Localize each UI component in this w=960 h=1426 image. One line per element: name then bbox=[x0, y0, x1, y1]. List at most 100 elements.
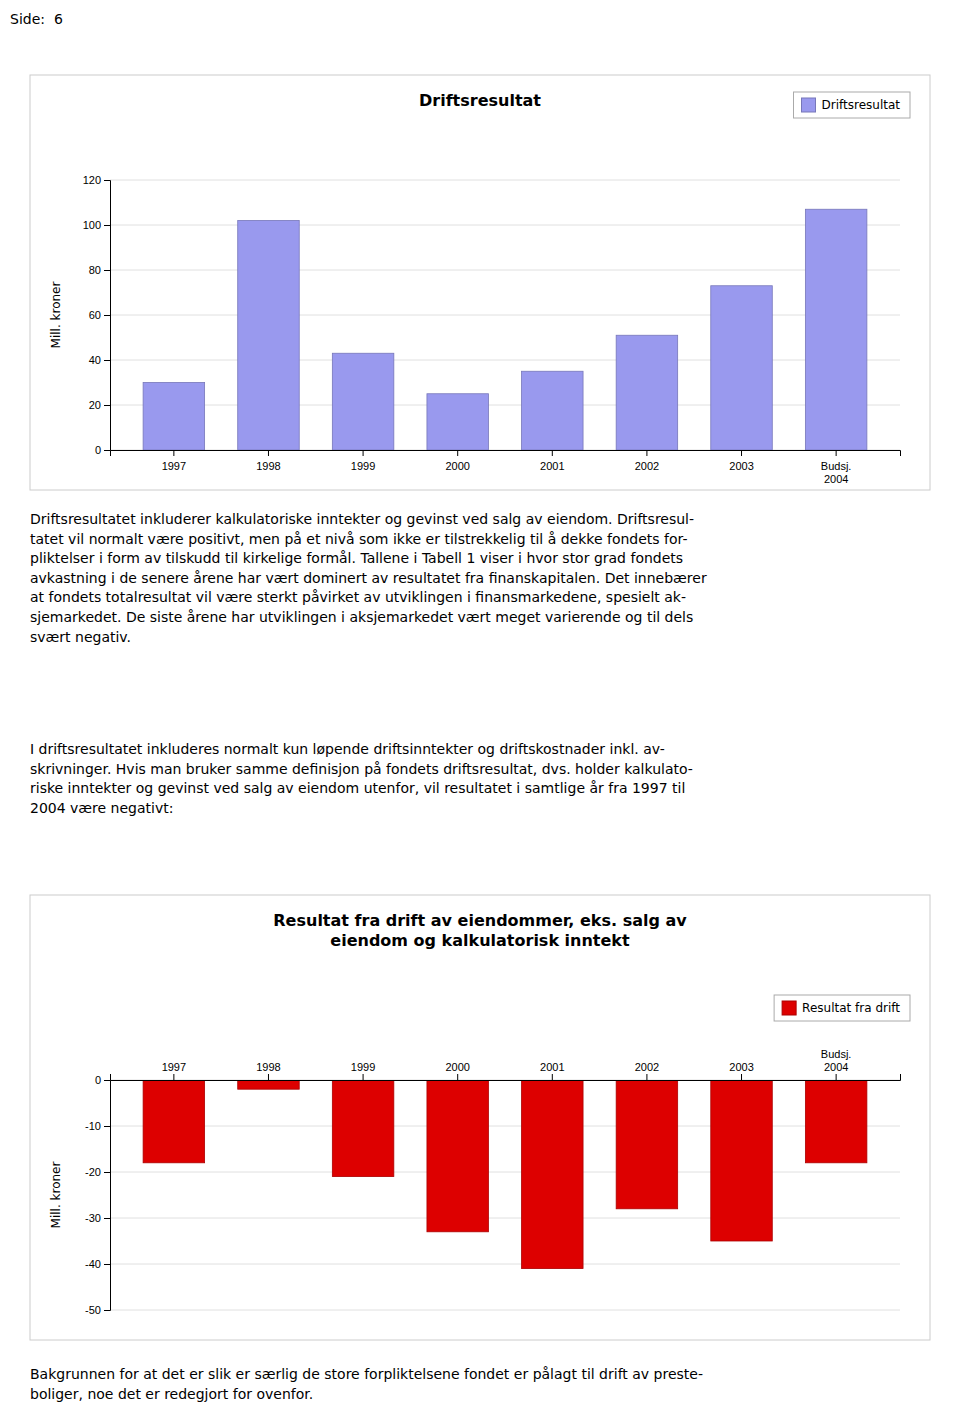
x-tick-line: 1997 bbox=[162, 460, 186, 472]
x-tick: Budsj.2004 bbox=[821, 1048, 852, 1080]
x-tick-label: 1997 bbox=[162, 460, 186, 472]
y-tick: -40 bbox=[85, 1258, 110, 1270]
y-tick: -10 bbox=[85, 1120, 110, 1132]
x-tick-line: 1998 bbox=[256, 1061, 280, 1073]
y-tick: 0 bbox=[95, 1074, 110, 1086]
bar bbox=[616, 335, 677, 450]
y-tick-mark bbox=[104, 1218, 110, 1219]
x-tick-label: 2001 bbox=[540, 1061, 564, 1073]
x-tick-line: Budsj. bbox=[821, 1048, 852, 1060]
grid-line bbox=[110, 315, 900, 316]
y-tick: 60 bbox=[89, 309, 110, 321]
x-tick-mark bbox=[646, 1074, 647, 1080]
text-line: svært negativ. bbox=[30, 629, 131, 645]
x-tick-mark bbox=[457, 1074, 458, 1080]
x-tick: 1998 bbox=[256, 1061, 280, 1080]
text-line: sjemarkedet. De siste årene har utviklin… bbox=[30, 609, 693, 625]
y-tick-label: 80 bbox=[89, 264, 101, 276]
x-tick-line: 2003 bbox=[729, 1061, 753, 1073]
y-tick-label: 40 bbox=[89, 354, 101, 366]
x-tick-mark bbox=[836, 450, 837, 456]
bar bbox=[616, 1080, 677, 1209]
x-tick-line: 1997 bbox=[162, 1061, 186, 1073]
grid bbox=[110, 180, 900, 450]
bar bbox=[427, 394, 488, 450]
x-tick-line: Budsj. bbox=[821, 460, 852, 472]
text-block: Bakgrunnen for at det er slik er særlig … bbox=[30, 1366, 703, 1402]
bar bbox=[143, 383, 204, 451]
chart: Resultat fra drift av eiendommer, eks. s… bbox=[30, 895, 930, 1340]
text-block: I driftsresultatet inkluderes normalt ku… bbox=[30, 741, 693, 816]
x-tick-line: 2001 bbox=[540, 1061, 564, 1073]
x-tick-label: 2002 bbox=[635, 460, 659, 472]
text-line: skrivninger. Hvis man bruker samme defin… bbox=[30, 761, 693, 777]
grid-line bbox=[110, 405, 900, 406]
page: Side: 6 Driftsresultatet inkluderer kalku… bbox=[0, 0, 960, 1426]
y-tick-label: 20 bbox=[89, 399, 101, 411]
y-tick: 100 bbox=[83, 219, 110, 231]
y-tick: -30 bbox=[85, 1212, 110, 1224]
x-tick: 2000 bbox=[445, 1061, 469, 1080]
y-tick: 80 bbox=[89, 264, 110, 276]
legend: Resultat fra drift bbox=[774, 995, 910, 1021]
text-block: Driftsresultatet inkluderer kalkulatoris… bbox=[30, 511, 707, 645]
bar bbox=[143, 1080, 204, 1163]
x-tick-label: 2003 bbox=[729, 1061, 753, 1073]
grid-line bbox=[110, 270, 900, 271]
bar bbox=[332, 1080, 393, 1177]
bars bbox=[143, 209, 867, 450]
text-line: Driftsresultatet inkluderer kalkulatoris… bbox=[30, 511, 694, 527]
x-tick-mark bbox=[552, 450, 553, 456]
x-tick-mark bbox=[268, 1074, 269, 1080]
title-line: eiendom og kalkulatorisk inntekt bbox=[330, 931, 630, 950]
y-tick-label: 60 bbox=[89, 309, 101, 321]
y-tick-mark bbox=[104, 450, 110, 451]
y-axis-title: Mill. kroner bbox=[49, 282, 63, 349]
x-tick-line: 1998 bbox=[256, 460, 280, 472]
y-tick-mark bbox=[104, 180, 110, 181]
y-tick-label: -50 bbox=[85, 1304, 101, 1316]
bar bbox=[238, 1080, 299, 1089]
x-tick-line: 2002 bbox=[635, 1061, 659, 1073]
bar bbox=[522, 1080, 583, 1269]
x-axis-line bbox=[111, 451, 901, 457]
x-tick-mark bbox=[268, 450, 269, 456]
bar bbox=[332, 353, 393, 450]
x-tick-label: 2002 bbox=[635, 1061, 659, 1073]
x-tick-mark bbox=[836, 1074, 837, 1080]
page-header: Side: 6 bbox=[10, 11, 63, 27]
y-tick-label: 0 bbox=[95, 444, 101, 456]
y-tick: 0 bbox=[95, 444, 110, 456]
bar bbox=[711, 286, 772, 450]
text-line: riske inntekter og gevinst ved salg av e… bbox=[30, 780, 685, 796]
x-tick-label: 1999 bbox=[351, 460, 375, 472]
x-tick: 1998 bbox=[256, 450, 280, 472]
y-tick-mark bbox=[104, 225, 110, 226]
x-tick-mark bbox=[173, 1074, 174, 1080]
y-tick-mark bbox=[104, 1080, 110, 1081]
x-tick-mark bbox=[363, 1074, 364, 1080]
legend-box bbox=[794, 92, 911, 118]
x-tick-mark bbox=[646, 450, 647, 456]
y-tick-mark bbox=[104, 1172, 110, 1173]
x-tick-line: 2001 bbox=[540, 460, 564, 472]
x-tick: 1999 bbox=[351, 1061, 375, 1080]
bar bbox=[238, 221, 299, 451]
y-tick: 40 bbox=[89, 354, 110, 366]
x-tick-label: 2003 bbox=[729, 460, 753, 472]
text-line: tatet vil normalt være positivt, men på … bbox=[30, 531, 688, 547]
x-tick: 2001 bbox=[540, 1061, 564, 1080]
y-axis: -50-40-30-20-100 bbox=[85, 1074, 110, 1316]
grid-line bbox=[110, 1172, 900, 1173]
x-tick-mark bbox=[741, 450, 742, 456]
x-tick: 2003 bbox=[729, 450, 753, 472]
y-tick: -50 bbox=[85, 1304, 110, 1316]
legend: Driftsresultat bbox=[794, 92, 911, 118]
legend-label: Resultat fra drift bbox=[802, 1001, 900, 1015]
y-tick-label: -10 bbox=[85, 1120, 101, 1132]
grid-line bbox=[110, 1310, 900, 1311]
x-tick-mark bbox=[173, 450, 174, 456]
y-tick-mark bbox=[104, 1310, 110, 1311]
y-axis-line bbox=[104, 1081, 111, 1311]
text-line: at fondets totalresultat vil være sterkt… bbox=[30, 589, 686, 605]
